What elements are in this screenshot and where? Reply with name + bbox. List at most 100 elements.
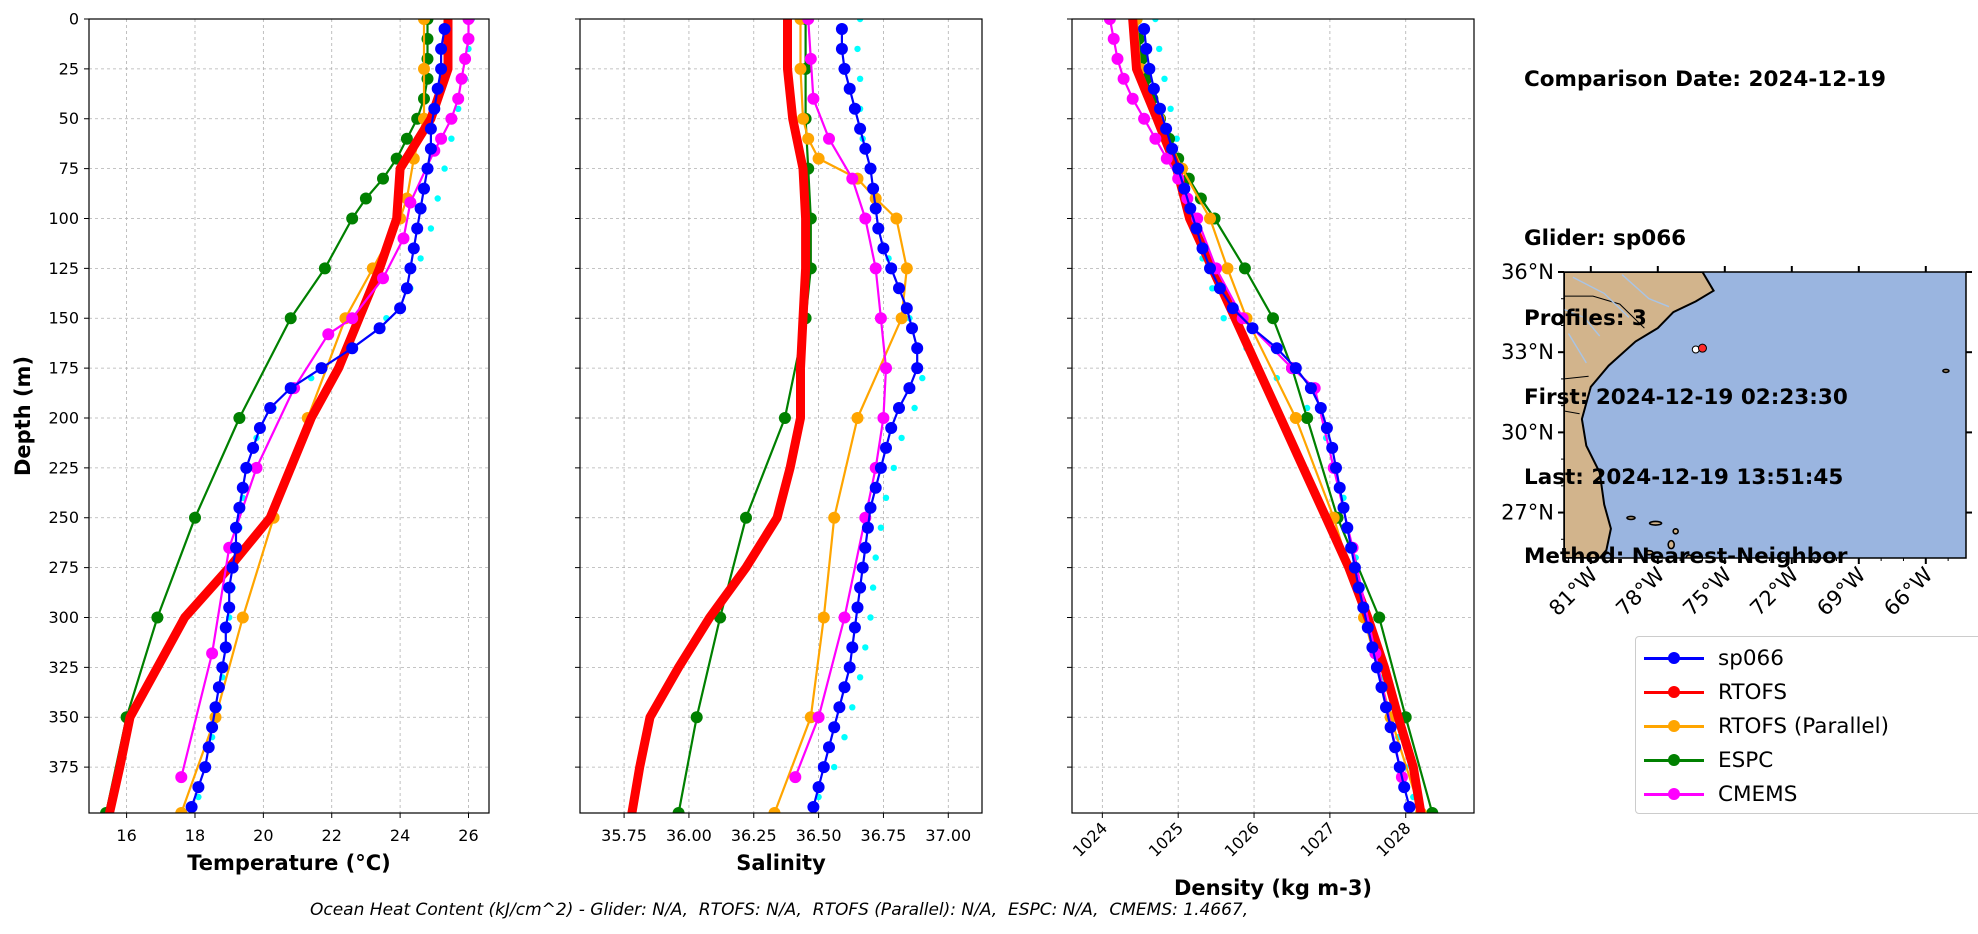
legend-item-cmems: CMEMS bbox=[1644, 777, 1797, 811]
data-point-sp066 bbox=[1345, 541, 1358, 554]
x-tick-label: 36.75 bbox=[861, 826, 907, 845]
data-point-sp066 bbox=[1326, 441, 1339, 454]
data-point-cmems bbox=[802, 19, 815, 25]
series-line-cmems bbox=[1108, 19, 1404, 779]
data-point-sp066-profiles bbox=[854, 45, 861, 53]
data-point-sp066 bbox=[911, 362, 924, 375]
island bbox=[1942, 368, 1950, 374]
data-point-sp066 bbox=[233, 501, 246, 514]
data-point-sp066 bbox=[1140, 42, 1153, 55]
data-point-rtofs-parallel- bbox=[236, 611, 249, 624]
x-tick-label: 36.50 bbox=[796, 826, 842, 845]
data-point-sp066 bbox=[411, 222, 424, 235]
data-point-rtofs-parallel- bbox=[418, 62, 430, 75]
data-point-sp066 bbox=[838, 62, 851, 75]
data-point-sp066-profiles bbox=[1220, 315, 1227, 322]
data-point-sp066 bbox=[869, 481, 882, 494]
legend-item-rtofs-parallel: RTOFS (Parallel) bbox=[1644, 709, 1889, 743]
data-point-sp066 bbox=[900, 302, 913, 315]
data-point-sp066 bbox=[877, 242, 890, 255]
data-point-rtofs-parallel- bbox=[900, 262, 913, 275]
data-point-sp066 bbox=[216, 661, 229, 674]
x-tick-label: 36.00 bbox=[666, 826, 712, 845]
data-point-sp066-profiles bbox=[898, 434, 905, 442]
data-point-rtofs-parallel- bbox=[851, 412, 864, 424]
profile-panel-0 bbox=[84, 18, 490, 818]
x-tick-label: 24 bbox=[390, 826, 410, 845]
data-point-sp066 bbox=[1333, 481, 1346, 494]
data-point-espc bbox=[1301, 412, 1314, 424]
data-point-cmems bbox=[322, 328, 335, 341]
data-point-cmems bbox=[1126, 92, 1139, 105]
data-point-cmems bbox=[462, 32, 475, 45]
data-point-sp066-profiles bbox=[872, 554, 879, 561]
data-point-sp066 bbox=[872, 222, 885, 235]
data-point-sp066 bbox=[1147, 82, 1160, 95]
data-point-espc bbox=[377, 172, 389, 185]
data-point-sp066 bbox=[284, 382, 297, 395]
data-point-sp066 bbox=[854, 581, 867, 594]
data-point-sp066 bbox=[206, 721, 219, 734]
series-line-sp066 bbox=[812, 27, 919, 809]
data-point-espc bbox=[189, 511, 201, 524]
x-tick-label: 37.00 bbox=[925, 826, 971, 845]
river bbox=[1567, 333, 1587, 364]
data-point-sp066 bbox=[903, 382, 916, 395]
series-line-rtofs bbox=[627, 19, 811, 813]
data-point-sp066 bbox=[1304, 382, 1317, 395]
data-point-sp066 bbox=[1138, 23, 1151, 35]
data-point-espc bbox=[233, 412, 246, 424]
data-point-cmems bbox=[1160, 152, 1173, 165]
series-line-cmems bbox=[794, 19, 888, 779]
legend-item-rtofs: RTOFS bbox=[1644, 675, 1787, 709]
data-point-sp066 bbox=[1226, 302, 1239, 315]
data-point-espc bbox=[151, 611, 164, 624]
data-point-sp066 bbox=[833, 701, 846, 714]
legend-label: RTOFS (Parallel) bbox=[1718, 713, 1890, 739]
data-point-sp066 bbox=[864, 162, 877, 175]
x-tick-label: 1025 bbox=[1145, 818, 1187, 860]
island bbox=[1667, 539, 1675, 550]
data-point-sp066 bbox=[807, 801, 820, 813]
data-point-sp066 bbox=[835, 42, 848, 55]
data-point-sp066-profiles bbox=[831, 763, 838, 771]
series-line-espc bbox=[677, 19, 812, 813]
river bbox=[1564, 308, 1601, 337]
data-point-sp066 bbox=[1380, 701, 1392, 714]
y-tick-label: 25 bbox=[59, 59, 79, 78]
data-point-sp066-profiles bbox=[856, 75, 864, 83]
data-point-cmems bbox=[1117, 72, 1130, 85]
data-point-sp066 bbox=[1357, 601, 1370, 614]
data-point-sp066-profiles bbox=[877, 524, 885, 531]
data-point-rtofs-parallel- bbox=[802, 132, 815, 145]
data-point-sp066-profiles bbox=[417, 255, 424, 262]
glider-name: Glider: sp066 bbox=[1524, 226, 1687, 251]
data-point-cmems bbox=[789, 771, 802, 784]
data-point-sp066 bbox=[859, 541, 872, 554]
glider-location-marker bbox=[1697, 343, 1707, 353]
data-point-sp066 bbox=[843, 661, 856, 674]
data-point-sp066 bbox=[1375, 681, 1388, 694]
data-point-cmems bbox=[397, 232, 410, 245]
data-point-sp066 bbox=[373, 322, 386, 335]
data-point-rtofs-parallel- bbox=[828, 511, 841, 524]
data-point-sp066 bbox=[212, 681, 225, 694]
legend-item-espc: ESPC bbox=[1644, 743, 1773, 777]
x-tick-label: 20 bbox=[253, 826, 273, 845]
data-point-rtofs-parallel- bbox=[1204, 212, 1216, 225]
lat-tick-label: 33°N bbox=[1501, 340, 1554, 364]
series-line-sp066 bbox=[1142, 27, 1411, 809]
data-point-sp066 bbox=[236, 481, 249, 494]
data-point-cmems bbox=[804, 52, 817, 65]
data-point-sp066-profiles bbox=[869, 584, 877, 591]
y-tick-label: 100 bbox=[48, 209, 79, 228]
data-point-sp066-profiles bbox=[919, 374, 926, 382]
data-point-sp066 bbox=[885, 262, 898, 275]
data-point-sp066 bbox=[828, 721, 841, 734]
data-point-sp066 bbox=[315, 362, 328, 375]
y-tick-label: 150 bbox=[48, 309, 79, 328]
x-tick-label: 18 bbox=[185, 826, 205, 845]
data-point-rtofs-parallel- bbox=[768, 807, 781, 813]
legend-label: CMEMS bbox=[1718, 781, 1798, 807]
data-point-rtofs-parallel- bbox=[418, 19, 430, 25]
